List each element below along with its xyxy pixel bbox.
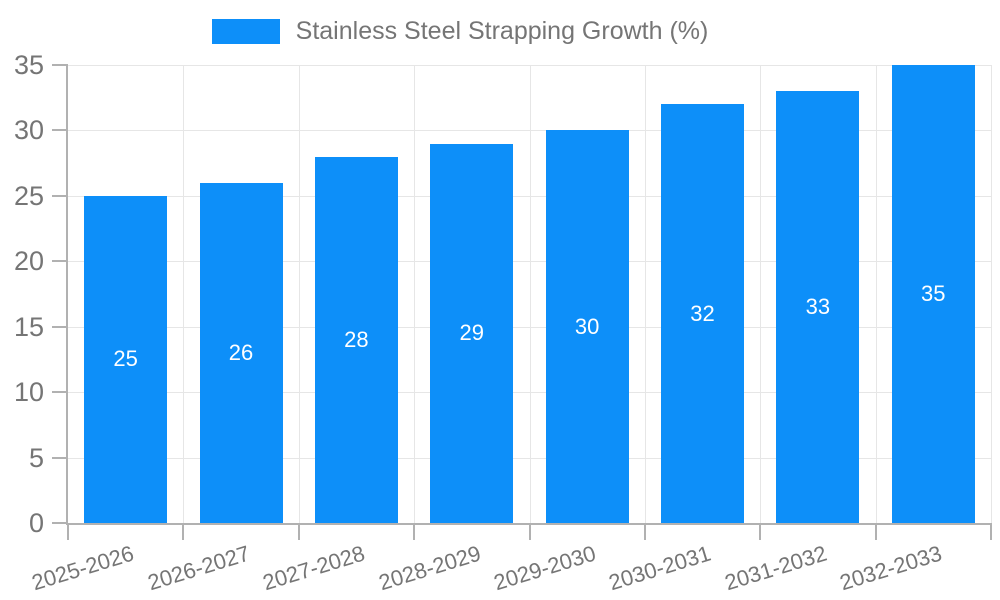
y-tick-mark: [52, 456, 68, 459]
y-tick-mark: [52, 260, 68, 263]
y-tick-label: 30: [13, 115, 44, 146]
bar[interactable]: 25: [84, 195, 168, 523]
legend-swatch: [211, 18, 280, 44]
y-tick-mark: [52, 325, 68, 328]
v-gridline: [298, 65, 300, 523]
x-tick-label: 2029-2030: [490, 540, 599, 596]
y-tick-label: 5: [28, 442, 44, 473]
x-tick-mark: [990, 523, 992, 540]
x-tick-mark: [528, 523, 531, 540]
y-tick-mark: [52, 64, 68, 66]
bar[interactable]: 33: [776, 91, 860, 523]
bar-value-label: 35: [921, 281, 946, 306]
y-tick-label: 20: [13, 246, 44, 277]
bar[interactable]: 28: [314, 156, 398, 523]
y-tick-label: 15: [13, 311, 44, 342]
v-gridline: [991, 65, 992, 523]
y-tick-mark: [52, 194, 68, 197]
bar-value-label: 29: [459, 320, 485, 346]
bar-value-label: 33: [805, 294, 831, 320]
bar-value-label: 32: [690, 300, 715, 326]
bar[interactable]: 26: [199, 182, 283, 523]
bar-value-label: 30: [574, 313, 600, 339]
bar-value-label: 28: [344, 326, 369, 352]
bar-value-label: 25: [113, 346, 138, 372]
x-tick-label: 2026-2027: [144, 540, 253, 596]
x-tick-mark: [643, 523, 646, 540]
legend[interactable]: Stainless Steel Strapping Growth (%): [0, 17, 960, 45]
v-gridline: [183, 65, 185, 523]
y-tick-mark: [52, 522, 68, 524]
y-tick-label: 35: [13, 50, 44, 80]
x-tick-mark: [67, 523, 69, 540]
x-tick-label: 2025-2026: [29, 540, 138, 596]
y-tick-label: 25: [13, 180, 44, 211]
x-tick-label: 2032-2033: [836, 540, 945, 596]
x-tick-mark: [413, 523, 416, 540]
x-tick-mark: [759, 523, 762, 540]
x-tick-mark: [182, 523, 185, 540]
x-tick-label: 2027-2028: [260, 540, 368, 596]
bar[interactable]: 35: [891, 65, 975, 523]
legend-label: Stainless Steel Strapping Growth (%): [295, 16, 709, 45]
y-tick-mark: [52, 129, 68, 132]
bar[interactable]: 30: [545, 130, 629, 523]
x-tick-label: 2031-2032: [721, 540, 830, 596]
y-axis-line: [66, 65, 68, 523]
x-tick-label: 2028-2029: [375, 540, 484, 596]
v-gridline: [414, 65, 416, 523]
bar-value-label: 26: [228, 339, 254, 365]
bar[interactable]: 32: [661, 104, 745, 523]
y-tick-mark: [52, 391, 68, 394]
bar[interactable]: 29: [430, 143, 514, 523]
x-tick-label: 2030-2031: [606, 540, 715, 596]
x-tick-mark: [297, 523, 300, 540]
y-tick-label: 0: [28, 508, 44, 538]
v-gridline: [760, 65, 762, 523]
y-tick-label: 10: [13, 377, 44, 408]
v-gridline: [875, 65, 877, 523]
v-gridline: [644, 65, 646, 523]
v-gridline: [529, 65, 531, 523]
x-tick-mark: [874, 523, 877, 540]
